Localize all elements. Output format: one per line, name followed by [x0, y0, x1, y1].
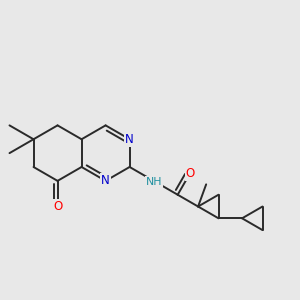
Text: NH: NH	[146, 177, 162, 187]
Text: O: O	[53, 200, 62, 213]
Text: N: N	[125, 133, 134, 146]
Text: O: O	[185, 167, 195, 180]
Text: N: N	[101, 174, 110, 188]
